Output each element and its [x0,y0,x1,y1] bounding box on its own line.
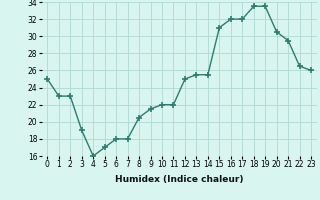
X-axis label: Humidex (Indice chaleur): Humidex (Indice chaleur) [115,175,244,184]
